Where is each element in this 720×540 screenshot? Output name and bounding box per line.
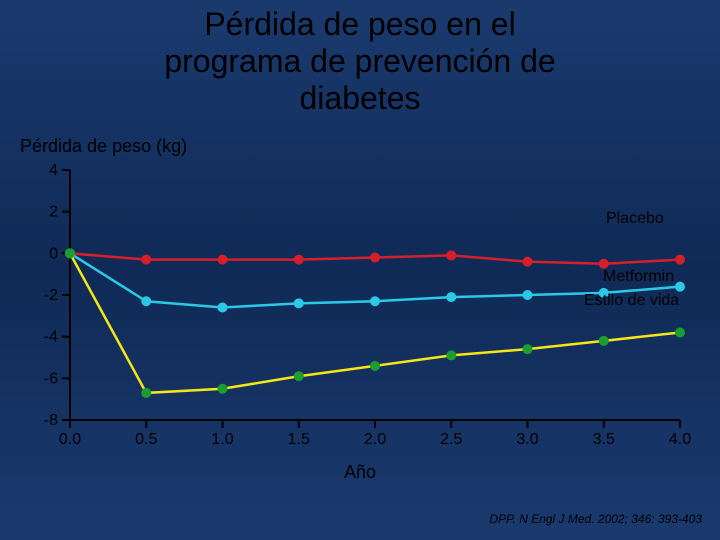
series-marker-estilo-de-vida bbox=[447, 351, 456, 360]
series-marker-placebo bbox=[218, 255, 227, 264]
svg-text:-2: -2 bbox=[44, 287, 58, 304]
series-marker-placebo bbox=[523, 257, 532, 266]
series-marker-placebo bbox=[371, 253, 380, 262]
series-marker-metformin bbox=[142, 297, 151, 306]
svg-text:3.0: 3.0 bbox=[516, 431, 538, 448]
series-marker-estilo-de-vida bbox=[66, 249, 75, 258]
series-marker-metformin bbox=[294, 299, 303, 308]
series-marker-estilo-de-vida bbox=[371, 361, 380, 370]
x-axis-label: Año bbox=[0, 462, 720, 483]
series-marker-estilo-de-vida bbox=[142, 388, 151, 397]
svg-text:-8: -8 bbox=[44, 412, 58, 429]
series-label-metformin: Metformin bbox=[603, 268, 674, 286]
series-marker-placebo bbox=[294, 255, 303, 264]
svg-text:2.0: 2.0 bbox=[364, 431, 386, 448]
series-marker-metformin bbox=[447, 293, 456, 302]
series-marker-placebo bbox=[447, 251, 456, 260]
y-axis-label: Pérdida de peso (kg) bbox=[20, 136, 187, 157]
svg-text:0.5: 0.5 bbox=[135, 431, 157, 448]
series-marker-estilo-de-vida bbox=[218, 384, 227, 393]
series-marker-metformin bbox=[371, 297, 380, 306]
title-text: Pérdida de peso en elprograma de prevenc… bbox=[164, 6, 555, 116]
series-label-placebo: Placebo bbox=[606, 210, 664, 228]
series-marker-metformin bbox=[218, 303, 227, 312]
series-marker-estilo-de-vida bbox=[294, 372, 303, 381]
series-line-estilo-de-vida bbox=[70, 253, 680, 393]
svg-text:4: 4 bbox=[49, 162, 58, 179]
svg-text:2.5: 2.5 bbox=[440, 431, 462, 448]
series-marker-placebo bbox=[676, 255, 685, 264]
svg-text:3.5: 3.5 bbox=[593, 431, 615, 448]
chart-svg: 420-2-4-6-80.00.51.01.52.02.53.03.54.0 bbox=[40, 170, 680, 450]
svg-text:4.0: 4.0 bbox=[669, 431, 691, 448]
chart-plot-area: 420-2-4-6-80.00.51.01.52.02.53.03.54.0 bbox=[40, 170, 680, 450]
series-label-estilo-de-vida: Estilo de vida bbox=[584, 292, 679, 310]
series-marker-metformin bbox=[676, 282, 685, 291]
series-marker-estilo-de-vida bbox=[523, 345, 532, 354]
series-marker-placebo bbox=[599, 259, 608, 268]
series-marker-estilo-de-vida bbox=[676, 328, 685, 337]
svg-text:0: 0 bbox=[49, 245, 58, 262]
series-marker-placebo bbox=[142, 255, 151, 264]
series-marker-estilo-de-vida bbox=[599, 336, 608, 345]
svg-text:0.0: 0.0 bbox=[59, 431, 81, 448]
svg-text:1.0: 1.0 bbox=[211, 431, 233, 448]
svg-text:1.5: 1.5 bbox=[288, 431, 310, 448]
svg-text:-4: -4 bbox=[44, 329, 58, 346]
svg-text:-6: -6 bbox=[44, 370, 58, 387]
page-title: Pérdida de peso en elprograma de prevenc… bbox=[0, 6, 720, 116]
citation-text: DPP. N Engl J Med. 2002; 346: 393-403 bbox=[489, 512, 702, 526]
svg-text:2: 2 bbox=[49, 204, 58, 221]
series-marker-metformin bbox=[523, 291, 532, 300]
